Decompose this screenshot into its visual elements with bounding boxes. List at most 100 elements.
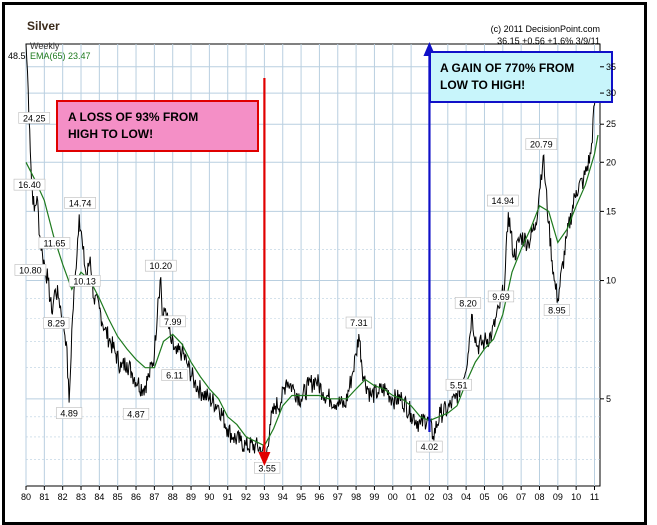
price-label: 7.99 [159, 315, 186, 328]
price-label: 8.29 [43, 317, 70, 329]
price-label: 14.74 [64, 197, 96, 209]
x-tick-label: 87 [149, 492, 159, 502]
gain-callout-line-1: A GAIN OF 770% FROM [440, 61, 574, 75]
price-label-text: 9.69 [492, 292, 510, 302]
price-label: 10.80 [14, 264, 47, 276]
x-tick-label: 00 [388, 492, 398, 502]
price-label: 14.94 [487, 194, 519, 207]
x-tick-label: 90 [204, 492, 214, 502]
y-tick-label: 20 [606, 157, 616, 167]
price-label-text: 4.02 [421, 442, 439, 452]
price-label: 20.79 [525, 138, 558, 150]
x-tick-label: 97 [333, 492, 343, 502]
price-label: 10.20 [144, 259, 177, 272]
price-label-text: 5.51 [450, 380, 468, 390]
price-label-text: 7.31 [350, 318, 368, 328]
price-label-text: 14.94 [492, 196, 515, 206]
price-label-box [416, 440, 443, 453]
x-tick-label: 84 [94, 492, 104, 502]
price-label-box [454, 297, 482, 309]
x-tick-label: 06 [498, 492, 508, 502]
price-label-text: 14.74 [69, 198, 92, 208]
price-label-box [543, 304, 571, 316]
price-label: 5.51 [445, 378, 472, 391]
price-label-text: 7.99 [164, 317, 182, 327]
x-tick-label: 07 [516, 492, 526, 502]
x-tick-label: 09 [553, 492, 563, 502]
price-label: 3.55 [254, 461, 281, 474]
loss-callout-box [56, 100, 259, 152]
gain-callout-line-2: LOW TO HIGH! [440, 78, 525, 92]
source-credit: (c) 2011 DecisionPoint.com [491, 24, 600, 34]
price-label: 11.65 [38, 237, 71, 249]
price-label: 8.95 [543, 304, 571, 316]
point-labels: 24.25 16.40 11.65 10.80 8.29 4.89 14.74 10.13 4.… [13, 112, 571, 474]
chart-title: Silver [27, 19, 60, 33]
price-label-text: 8.95 [548, 305, 566, 315]
price-label-box [161, 369, 188, 381]
x-tick-label: 88 [168, 492, 178, 502]
annotations: A LOSS OF 93% FROM HIGH TO LOW! A GAIN OF … [56, 42, 613, 466]
x-tick-label: 89 [186, 492, 196, 502]
y-tick-label: 15 [606, 206, 616, 216]
ema-legend: EMA(65) 23.47 [30, 51, 91, 61]
loss-callout-line-1: A LOSS OF 93% FROM [68, 110, 198, 124]
axes: 80 81 82 83 84 85 86 87 88 89 90 91 92 93 94 95 96 97 98 99… [21, 62, 616, 502]
x-tick-label: 80 [21, 492, 31, 502]
price-quote: 36.15 +0.56 +1.6% 3/9/11 [497, 36, 600, 46]
price-label-text: 20.79 [530, 140, 553, 150]
x-tick-label: 08 [534, 492, 544, 502]
price-label-box [13, 178, 46, 191]
price-label-box [68, 275, 101, 287]
price-label-box [38, 237, 71, 249]
y-tick-label: 30 [606, 88, 616, 98]
price-label-box [525, 138, 558, 150]
price-label-box [144, 259, 177, 272]
loss-callout-line-2: HIGH TO LOW! [68, 127, 153, 141]
x-tick-label: 99 [369, 492, 379, 502]
gain-callout-box [429, 51, 613, 103]
x-tick-label: 96 [314, 492, 324, 502]
chart-subtitle: Weekly [30, 41, 60, 51]
price-label-text: 3.55 [258, 463, 276, 473]
price-label-box [64, 197, 96, 209]
price-label: 8.20 [454, 297, 482, 309]
corner-value: 48.5 [8, 51, 26, 61]
price-label: 10.13 [68, 275, 101, 287]
price-label-text: 4.89 [60, 409, 78, 419]
price-label-text: 10.13 [73, 276, 96, 286]
x-tick-label: 01 [406, 492, 416, 502]
x-tick-label: 82 [58, 492, 68, 502]
price-label-text: 8.29 [47, 319, 65, 329]
x-tick-label: 02 [424, 492, 434, 502]
price-label-box [487, 290, 515, 303]
x-tick-label: 94 [278, 492, 288, 502]
x-tick-label: 11 [590, 492, 599, 502]
price-label-box [122, 408, 150, 420]
price-line [25, 43, 599, 458]
price-label-text: 11.65 [43, 238, 65, 248]
price-label-box [254, 461, 281, 474]
y-tick-label: 10 [606, 276, 616, 286]
x-tick-label: 03 [443, 492, 453, 502]
price-label-text: 4.87 [127, 409, 145, 419]
price-label: 4.89 [55, 407, 83, 419]
price-label: 4.87 [122, 408, 150, 420]
y-tick-label: 25 [606, 119, 616, 129]
x-tick-label: 98 [351, 492, 361, 502]
x-tick-label: 85 [113, 492, 123, 502]
price-label-box [445, 378, 472, 391]
price-label: 9.69 [487, 290, 515, 303]
x-tick-label: 86 [131, 492, 141, 502]
price-label: 24.25 [18, 112, 51, 124]
price-label-box [18, 112, 51, 124]
x-tick-label: 92 [241, 492, 251, 502]
price-label: 6.11 [161, 369, 188, 381]
x-tick-label: 81 [39, 492, 49, 502]
price-label: 7.31 [345, 316, 372, 329]
loss-arrowhead [258, 452, 271, 466]
price-label-box [43, 317, 70, 329]
price-label-text: 8.20 [459, 298, 477, 308]
x-tick-label: 91 [223, 492, 233, 502]
